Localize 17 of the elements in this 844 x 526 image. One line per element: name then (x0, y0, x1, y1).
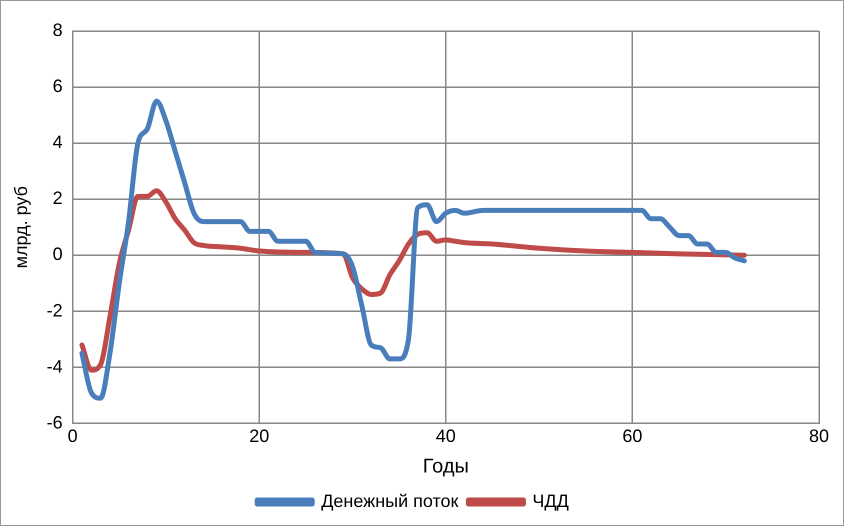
legend-label: ЧДД (532, 490, 569, 511)
y-tick-label: -6 (46, 412, 63, 432)
y-tick-label: 0 (52, 244, 63, 264)
y-tick-label: 4 (52, 132, 63, 152)
x-tick-label: 60 (622, 426, 642, 446)
y-tick-label: 6 (52, 76, 63, 96)
y-tick-label: 2 (52, 188, 63, 208)
x-axis-title: Годы (422, 456, 469, 478)
y-tick-label: -4 (46, 356, 63, 376)
x-tick-label: 0 (68, 426, 78, 446)
x-tick-label: 20 (249, 426, 270, 446)
legend-label: Денежный поток (321, 490, 459, 511)
y-axis-title: млрд. руб (10, 186, 31, 268)
x-tick-label: 40 (436, 426, 456, 446)
y-tick-label: 8 (52, 20, 63, 40)
x-tick-label: 80 (808, 426, 830, 446)
y-tick-label: -2 (46, 300, 63, 320)
